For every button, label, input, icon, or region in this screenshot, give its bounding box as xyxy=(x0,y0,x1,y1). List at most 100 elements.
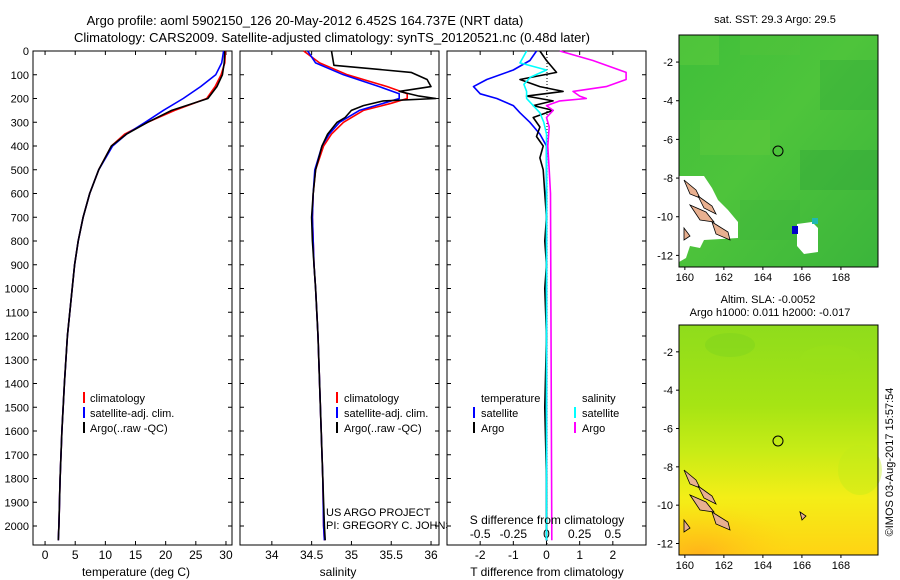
legend-label-temp-argo: Argo xyxy=(481,423,504,435)
map-y-tick-label: -8 xyxy=(663,462,673,474)
small-teal-cell xyxy=(812,218,818,224)
depth-tick-label: 500 xyxy=(11,165,29,177)
difference-legend: temperature salinity satellite Argo sate… xyxy=(473,393,619,435)
depth-tick-label: 400 xyxy=(11,141,29,153)
x-tick-label: -1 xyxy=(508,548,519,562)
argo-location-marker xyxy=(772,145,784,157)
difference-profile-lines xyxy=(472,50,627,541)
series-line-salinity-satellite xyxy=(519,50,548,541)
depth-tick-label: 1100 xyxy=(5,307,29,319)
x-tick-label: 35 xyxy=(345,548,359,562)
map-y-tick-label: -12 xyxy=(657,539,673,551)
depth-tick-label: 1000 xyxy=(5,284,29,296)
figure-title-line1: Argo profile: aoml 5902150_126 20-May-20… xyxy=(87,13,524,28)
map-y-tick-label: -4 xyxy=(663,385,673,397)
salinity-profile-lines xyxy=(303,50,437,541)
legend-label-climatology: climatology xyxy=(344,393,400,405)
depth-tick-label: 1500 xyxy=(5,402,29,414)
difference-panel: -2 -1 0 1 2-0.5 -0.25 0 0.25 0.5 temperature sal… xyxy=(446,50,647,579)
x-tick-label: 10 xyxy=(99,548,113,562)
map-y-tick-label: -12 xyxy=(657,250,673,262)
legend-title-temperature: temperature xyxy=(481,393,540,405)
x-tick-label: 36 xyxy=(424,548,438,562)
depth-tick-label: 900 xyxy=(11,260,29,272)
argo-location-marker xyxy=(772,435,784,447)
legend-label-sal-argo: Argo xyxy=(582,423,605,435)
map-x-tick-label: 168 xyxy=(832,272,850,284)
sla-texture xyxy=(705,333,882,495)
depth-tick-label: 1800 xyxy=(5,474,29,486)
island-shapes xyxy=(683,179,731,241)
sst-map-title: sat. SST: 29.3 Argo: 29.5 xyxy=(714,14,836,26)
map-x-tick-label: 162 xyxy=(715,272,733,284)
temperature-panel: 0100200300400500600700800900100011001200… xyxy=(5,46,233,579)
temperature-profile-lines xyxy=(57,50,227,541)
series-line-temperature-argo xyxy=(519,50,564,541)
s-tick-label: -0.5 xyxy=(470,527,491,541)
sla-map-ticks: 160 162 164 166 168 -2 -4 -6 -8 -10 -12 xyxy=(657,347,850,572)
x-tick-label: 25 xyxy=(189,548,203,562)
imos-timestamp: ©IMOS 03-Aug-2017 15:57:54 xyxy=(884,388,896,537)
legend-label-temp-satellite: satellite xyxy=(481,408,518,420)
map-y-tick-label: -2 xyxy=(663,57,673,69)
map-y-tick-label: -2 xyxy=(663,347,673,359)
sla-map-frame xyxy=(678,324,879,556)
x-tick-label: 2 xyxy=(609,548,616,562)
map-x-tick-label: 160 xyxy=(676,560,694,572)
depth-tick-label: 300 xyxy=(11,117,29,129)
sla-map-subtitle: Argo h1000: 0.011 h2000: -0.017 xyxy=(690,307,851,319)
map-x-tick-label: 166 xyxy=(793,272,811,284)
map-x-tick-label: 166 xyxy=(793,560,811,572)
x-tick-label: 0 xyxy=(543,548,550,562)
depth-tick-label: 1700 xyxy=(5,450,29,462)
depth-tick-label: 2000 xyxy=(5,521,29,533)
legend-label-sal-satellite: satellite xyxy=(582,408,619,420)
depth-tick-label: 0 xyxy=(23,46,29,58)
depth-tick-label: 1200 xyxy=(5,331,29,343)
depth-tick-label: 1900 xyxy=(5,497,29,509)
depth-tick-label: 700 xyxy=(11,212,29,224)
map-x-tick-label: 168 xyxy=(832,560,850,572)
temperature-x-label: temperature (deg C) xyxy=(82,565,190,579)
depth-tick-label: 1300 xyxy=(5,355,29,367)
sla-map-title: Altim. SLA: -0.0052 xyxy=(721,294,816,306)
map-y-tick-label: -6 xyxy=(663,424,673,436)
legend-label-argo: Argo(..raw -QC) xyxy=(344,423,422,435)
sst-map: sat. SST: 29.3 Argo: 29.5 160 162 164 166 16… xyxy=(657,14,879,284)
sla-island-shapes xyxy=(683,469,807,533)
sst-texture xyxy=(679,35,878,240)
map-x-tick-label: 164 xyxy=(754,272,772,284)
map-x-tick-label: 160 xyxy=(676,272,694,284)
x-tick-label: 35.5 xyxy=(380,548,404,562)
series-line-salinity-argo xyxy=(545,50,627,541)
x-tick-label: 34.5 xyxy=(300,548,324,562)
s-tick-label: 0.25 xyxy=(568,527,592,541)
figure-title-line2: Climatology: CARS2009. Satellite-adjuste… xyxy=(74,30,590,45)
legend-label-argo: Argo(..raw -QC) xyxy=(90,423,168,435)
x-tick-label: -2 xyxy=(475,548,486,562)
series-line-argo-raw-qc- xyxy=(57,50,226,541)
x-tick-label: 0 xyxy=(42,548,49,562)
salinity-x-label: salinity xyxy=(320,565,357,579)
salinity-plot-frame xyxy=(239,50,440,546)
depth-tick-label: 200 xyxy=(11,94,29,106)
legend-title-salinity: salinity xyxy=(582,393,616,405)
map-y-tick-label: -8 xyxy=(663,173,673,185)
t-difference-label: T difference from climatology xyxy=(470,565,624,579)
sst-map-ticks: 160 162 164 166 168 -2 -4 -6 -8 -10 -12 xyxy=(657,57,850,284)
sla-map: Altim. SLA: -0.0052 Argo h1000: 0.011 h2… xyxy=(657,294,882,572)
x-tick-label: 5 xyxy=(72,548,79,562)
s-difference-label: S difference from climatology xyxy=(470,513,625,527)
project-label: US ARGO PROJECT xyxy=(326,507,431,519)
x-tick-label: 1 xyxy=(576,548,583,562)
salinity-panel: 34 34.5 35 35.5 36 climatology satellite-adj… xyxy=(239,50,469,579)
map-x-tick-label: 162 xyxy=(715,560,733,572)
legend-label-climatology: climatology xyxy=(90,393,146,405)
depth-tick-label: 600 xyxy=(11,189,29,201)
map-y-tick-label: -4 xyxy=(663,96,673,108)
depth-tick-label: 100 xyxy=(11,70,29,82)
map-y-tick-label: -6 xyxy=(663,134,673,146)
small-blue-cell xyxy=(792,226,798,234)
legend-label-satellite: satellite-adj. clim. xyxy=(344,408,428,420)
depth-tick-label: 1400 xyxy=(5,379,29,391)
